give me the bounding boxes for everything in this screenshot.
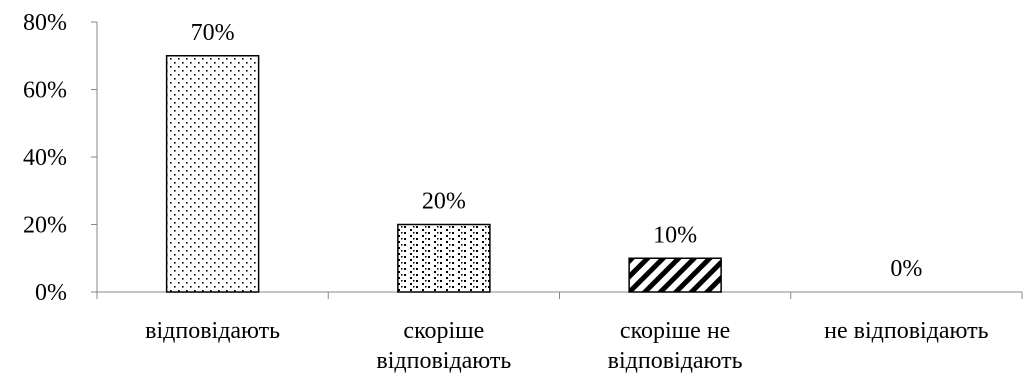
data-label: 10% bbox=[653, 222, 697, 248]
y-tick-label: 60% bbox=[23, 78, 67, 104]
bar bbox=[628, 257, 722, 293]
category-label: відповідають bbox=[145, 318, 280, 344]
category-label: скоріше відповідають bbox=[376, 318, 511, 374]
y-tick-label: 40% bbox=[23, 145, 67, 171]
bar bbox=[397, 223, 491, 293]
data-label: 0% bbox=[890, 256, 922, 282]
bars bbox=[165, 55, 722, 293]
category-label: скоріше не відповідають bbox=[608, 318, 743, 374]
y-tick-label: 0% bbox=[35, 280, 67, 306]
category-label: не відповідають bbox=[824, 318, 989, 344]
data-label: 20% bbox=[422, 189, 466, 215]
bar bbox=[165, 55, 260, 293]
y-tick-label: 20% bbox=[23, 213, 67, 239]
labels: 0% 20% 40% 60% 80% 70% відповідають 20% скоріше в… bbox=[23, 10, 989, 374]
data-label: 70% bbox=[191, 20, 235, 46]
y-tick-label: 80% bbox=[23, 10, 67, 36]
